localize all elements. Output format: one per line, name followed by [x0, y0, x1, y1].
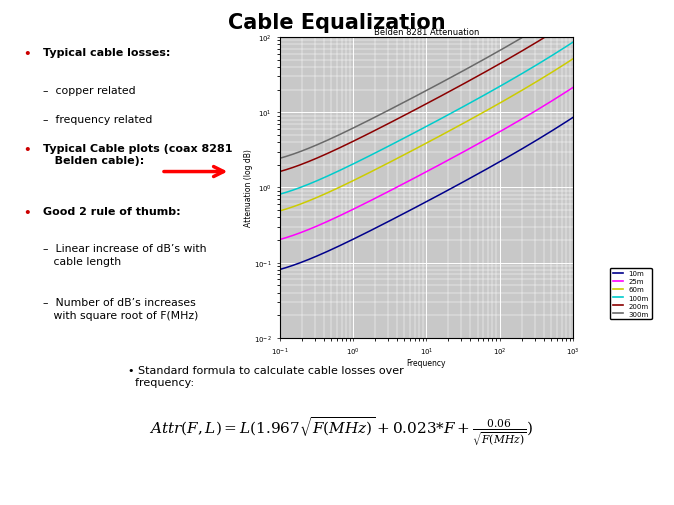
Text: –  Linear increase of dB’s with
   cable length: – Linear increase of dB’s with cable len…: [43, 244, 207, 266]
200m: [351, 138, 359, 144]
300m: [276, 156, 284, 162]
Text: –  copper related: – copper related: [43, 86, 136, 96]
Line: 60m: 60m: [280, 60, 573, 212]
10m: [351, 236, 359, 242]
25m: [328, 217, 336, 223]
Y-axis label: Attenuation (log dB): Attenuation (log dB): [244, 149, 253, 227]
60m: [569, 57, 577, 63]
100m: [471, 97, 479, 104]
300m: [408, 95, 417, 102]
300m: [328, 136, 336, 142]
60m: [328, 188, 336, 194]
25m: [351, 206, 359, 212]
Line: 300m: 300m: [280, 7, 573, 159]
25m: [471, 143, 479, 149]
300m: [351, 125, 359, 131]
100m: [408, 131, 417, 137]
Text: Cable Equalization: Cable Equalization: [228, 13, 446, 33]
Legend: 10m, 25m, 60m, 100m, 200m, 300m: 10m, 25m, 60m, 100m, 200m, 300m: [610, 268, 652, 320]
200m: [276, 169, 284, 175]
60m: [351, 177, 359, 183]
Text: –  Number of dB’s increases
   with square root of F(MHz): – Number of dB’s increases with square r…: [43, 297, 199, 320]
200m: [497, 61, 505, 67]
25m: [569, 85, 577, 91]
X-axis label: Frequency: Frequency: [406, 359, 446, 368]
10m: [569, 115, 577, 121]
200m: [328, 149, 336, 155]
100m: [569, 40, 577, 46]
300m: [497, 48, 505, 54]
60m: [448, 127, 456, 133]
25m: [276, 237, 284, 243]
Text: Typical cable losses:: Typical cable losses:: [43, 48, 171, 58]
25m: [408, 177, 417, 183]
Text: Typical Cable plots (coax 8281
   Belden cable):: Typical Cable plots (coax 8281 Belden ca…: [43, 143, 233, 166]
10m: [471, 173, 479, 179]
100m: [351, 161, 359, 167]
60m: [497, 100, 505, 107]
10m: [448, 185, 456, 191]
Line: 100m: 100m: [280, 43, 573, 195]
Line: 25m: 25m: [280, 88, 573, 240]
Text: $\mathit{Attr}(F,L) = L(1.967\sqrt{F(MHz)} + 0.023{*}F + \frac{0.06}{\sqrt{F(MHz: $\mathit{Attr}(F,L) = L(1.967\sqrt{F(MHz…: [149, 415, 533, 447]
Line: 10m: 10m: [280, 118, 573, 270]
10m: [408, 207, 417, 213]
300m: [448, 74, 456, 80]
300m: [471, 62, 479, 68]
10m: [328, 247, 336, 253]
Text: • Standard formula to calculate cable losses over
  frequency:: • Standard formula to calculate cable lo…: [128, 365, 404, 387]
200m: [408, 109, 417, 115]
100m: [276, 192, 284, 198]
Text: Good 2 rule of thumb:: Good 2 rule of thumb:: [43, 206, 181, 216]
200m: [569, 18, 577, 24]
Title: Belden 8281 Attenuation: Belden 8281 Attenuation: [373, 28, 479, 37]
Text: •: •: [23, 206, 30, 219]
10m: [497, 159, 505, 165]
100m: [448, 110, 456, 116]
Text: •: •: [23, 48, 30, 61]
Line: 200m: 200m: [280, 21, 573, 172]
Text: •: •: [23, 143, 30, 157]
200m: [448, 87, 456, 93]
25m: [497, 129, 505, 135]
60m: [471, 114, 479, 120]
60m: [276, 209, 284, 215]
200m: [471, 75, 479, 81]
10m: [276, 267, 284, 273]
25m: [448, 156, 456, 162]
60m: [408, 148, 417, 154]
300m: [569, 4, 577, 10]
100m: [497, 84, 505, 90]
Text: –  frequency related: – frequency related: [43, 115, 152, 125]
100m: [328, 172, 336, 178]
